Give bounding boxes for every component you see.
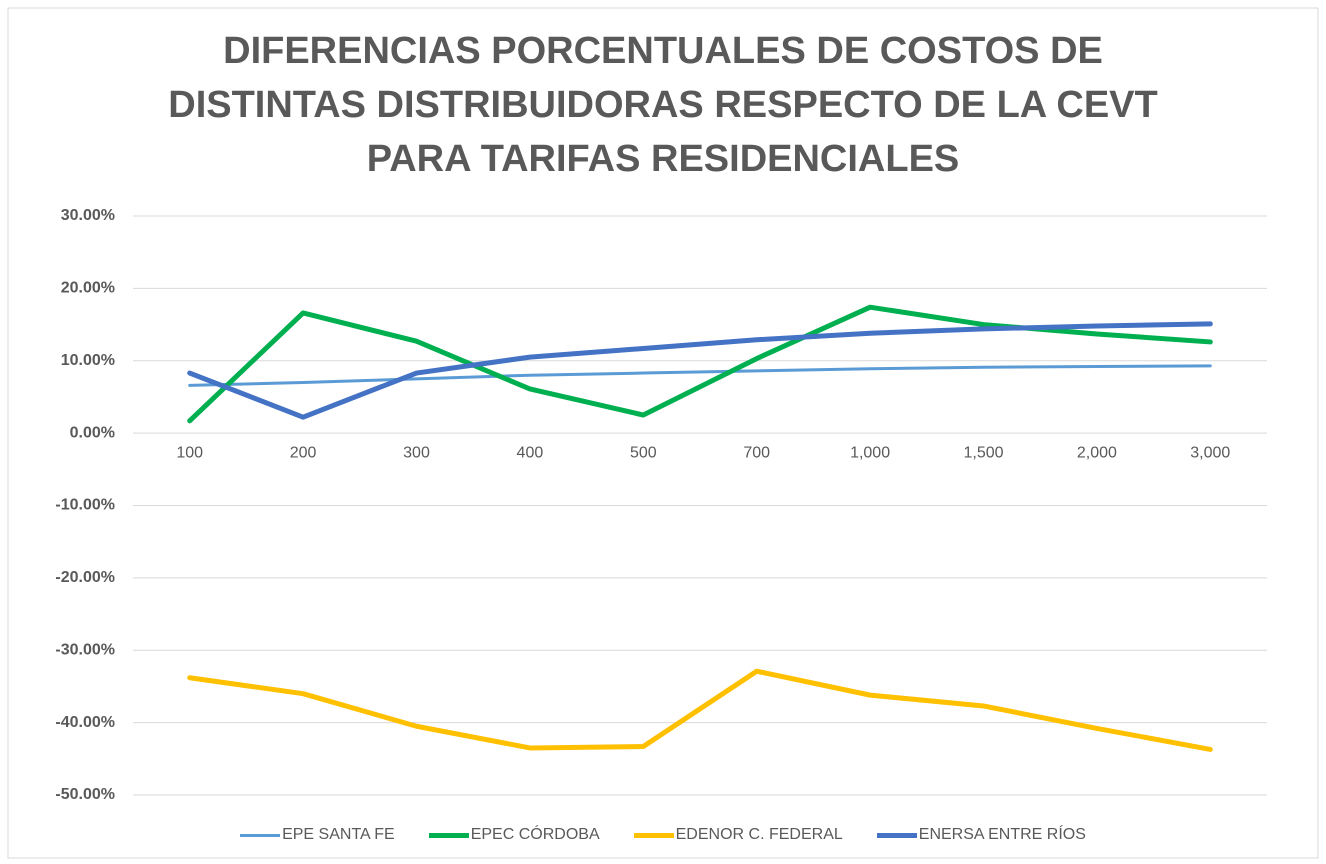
legend-label: EPE SANTA FE (282, 826, 395, 843)
legend-item: ENERSA ENTRE RÍOS (876, 826, 1086, 844)
x-tick-label: 200 (290, 444, 317, 461)
x-tick-label: 400 (517, 444, 544, 461)
legend-item: EPE SANTA FE (240, 826, 395, 844)
y-tick-label: -50.00% (55, 786, 115, 803)
x-tick-label: 1,500 (963, 444, 1003, 461)
y-tick-label: -40.00% (55, 714, 115, 731)
y-tick-label: 0.00% (70, 424, 115, 441)
chart-title: DIFERENCIAS PORCENTUALES DE COSTOS DE DI… (168, 30, 1158, 180)
x-tick-label: 500 (630, 444, 657, 461)
legend-swatch (633, 832, 674, 838)
legend-item: EPEC CÓRDOBA (428, 826, 600, 844)
legend-label: EPEC CÓRDOBA (470, 826, 600, 843)
y-tick-label: -20.00% (55, 569, 115, 586)
legend-item: EDENOR C. FEDERAL (633, 826, 843, 844)
y-tick-label: -10.00% (55, 497, 115, 514)
x-tick-label: 300 (403, 444, 430, 461)
legend-label: ENERSA ENTRE RÍOS (918, 826, 1086, 843)
legend: EPE SANTA FE EPEC CÓRDOBA EDENOR C. FEDERA… (0, 826, 1326, 844)
x-tick-label: 3,000 (1190, 444, 1230, 461)
chart-border (7, 7, 1319, 859)
x-tick-label: 700 (743, 444, 770, 461)
y-tick-label: 30.00% (61, 207, 115, 224)
x-tick-label: 100 (176, 444, 203, 461)
series-line (188, 364, 1212, 387)
x-tick-label: 1,000 (850, 444, 890, 461)
y-tick-label: 20.00% (61, 280, 115, 297)
y-tick-label: -30.00% (55, 641, 115, 658)
legend-swatch (240, 833, 281, 837)
legend-label: EDENOR C. FEDERAL (675, 826, 843, 843)
series-line (187, 321, 1213, 420)
legend-swatch (428, 832, 469, 838)
x-tick-label: 2,000 (1077, 444, 1117, 461)
y-tick-label: 10.00% (61, 352, 115, 369)
series-line (187, 668, 1213, 752)
legend-swatch (876, 832, 917, 838)
